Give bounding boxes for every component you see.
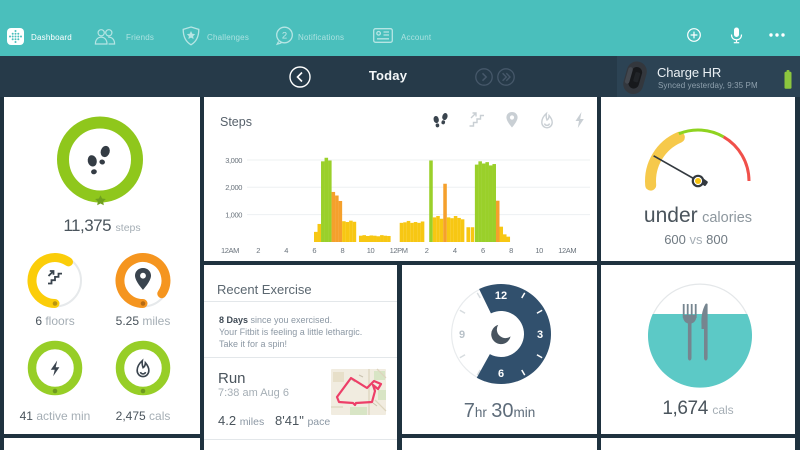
svg-text:6: 6: [312, 246, 316, 255]
svg-text:6: 6: [498, 368, 504, 380]
svg-text:2: 2: [256, 246, 260, 255]
svg-text:8: 8: [341, 246, 345, 255]
svg-text:2,000: 2,000: [225, 183, 242, 192]
svg-text:10: 10: [367, 246, 375, 255]
svg-text:6: 6: [481, 246, 485, 255]
svg-text:8: 8: [509, 246, 513, 255]
svg-text:3: 3: [537, 329, 543, 341]
svg-text:2: 2: [425, 246, 429, 255]
svg-text:4: 4: [284, 246, 288, 255]
svg-text:12AM: 12AM: [221, 246, 239, 255]
svg-text:2: 2: [282, 31, 287, 42]
svg-text:3,000: 3,000: [225, 156, 242, 165]
svg-text:10: 10: [535, 246, 543, 255]
svg-text:4: 4: [453, 246, 457, 255]
svg-text:12: 12: [495, 290, 507, 302]
svg-text:1,000: 1,000: [225, 210, 242, 219]
svg-text:12PM: 12PM: [390, 246, 408, 255]
svg-text:12AM: 12AM: [558, 246, 576, 255]
svg-text:9: 9: [459, 329, 465, 341]
